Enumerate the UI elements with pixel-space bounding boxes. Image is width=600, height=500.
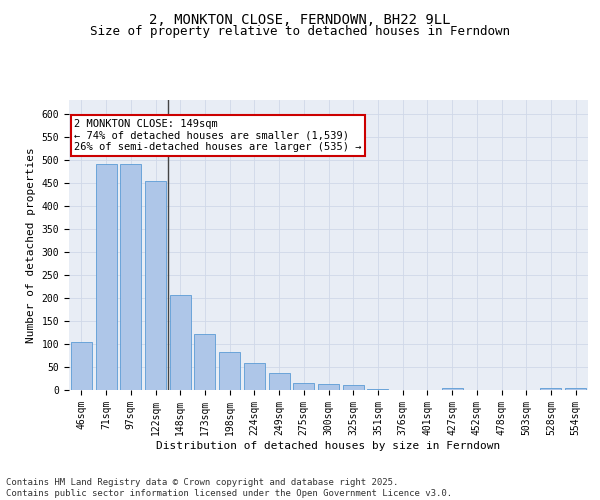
Bar bbox=[367, 388, 388, 390]
X-axis label: Distribution of detached houses by size in Ferndown: Distribution of detached houses by size … bbox=[157, 440, 500, 450]
Bar bbox=[318, 384, 339, 390]
Bar bbox=[269, 373, 290, 390]
Bar bbox=[244, 364, 265, 390]
Bar bbox=[343, 385, 364, 390]
Bar bbox=[442, 388, 463, 390]
Bar bbox=[145, 180, 166, 390]
Bar bbox=[95, 164, 116, 390]
Text: 2, MONKTON CLOSE, FERNDOWN, BH22 9LL: 2, MONKTON CLOSE, FERNDOWN, BH22 9LL bbox=[149, 12, 451, 26]
Bar bbox=[170, 294, 191, 390]
Bar bbox=[194, 334, 215, 390]
Y-axis label: Number of detached properties: Number of detached properties bbox=[26, 147, 36, 343]
Bar bbox=[120, 164, 141, 390]
Text: Contains HM Land Registry data © Crown copyright and database right 2025.
Contai: Contains HM Land Registry data © Crown c… bbox=[6, 478, 452, 498]
Bar bbox=[219, 352, 240, 390]
Bar bbox=[71, 342, 92, 390]
Bar bbox=[541, 388, 562, 390]
Text: Size of property relative to detached houses in Ferndown: Size of property relative to detached ho… bbox=[90, 25, 510, 38]
Text: 2 MONKTON CLOSE: 149sqm
← 74% of detached houses are smaller (1,539)
26% of semi: 2 MONKTON CLOSE: 149sqm ← 74% of detache… bbox=[74, 119, 362, 152]
Bar bbox=[293, 383, 314, 390]
Bar bbox=[565, 388, 586, 390]
